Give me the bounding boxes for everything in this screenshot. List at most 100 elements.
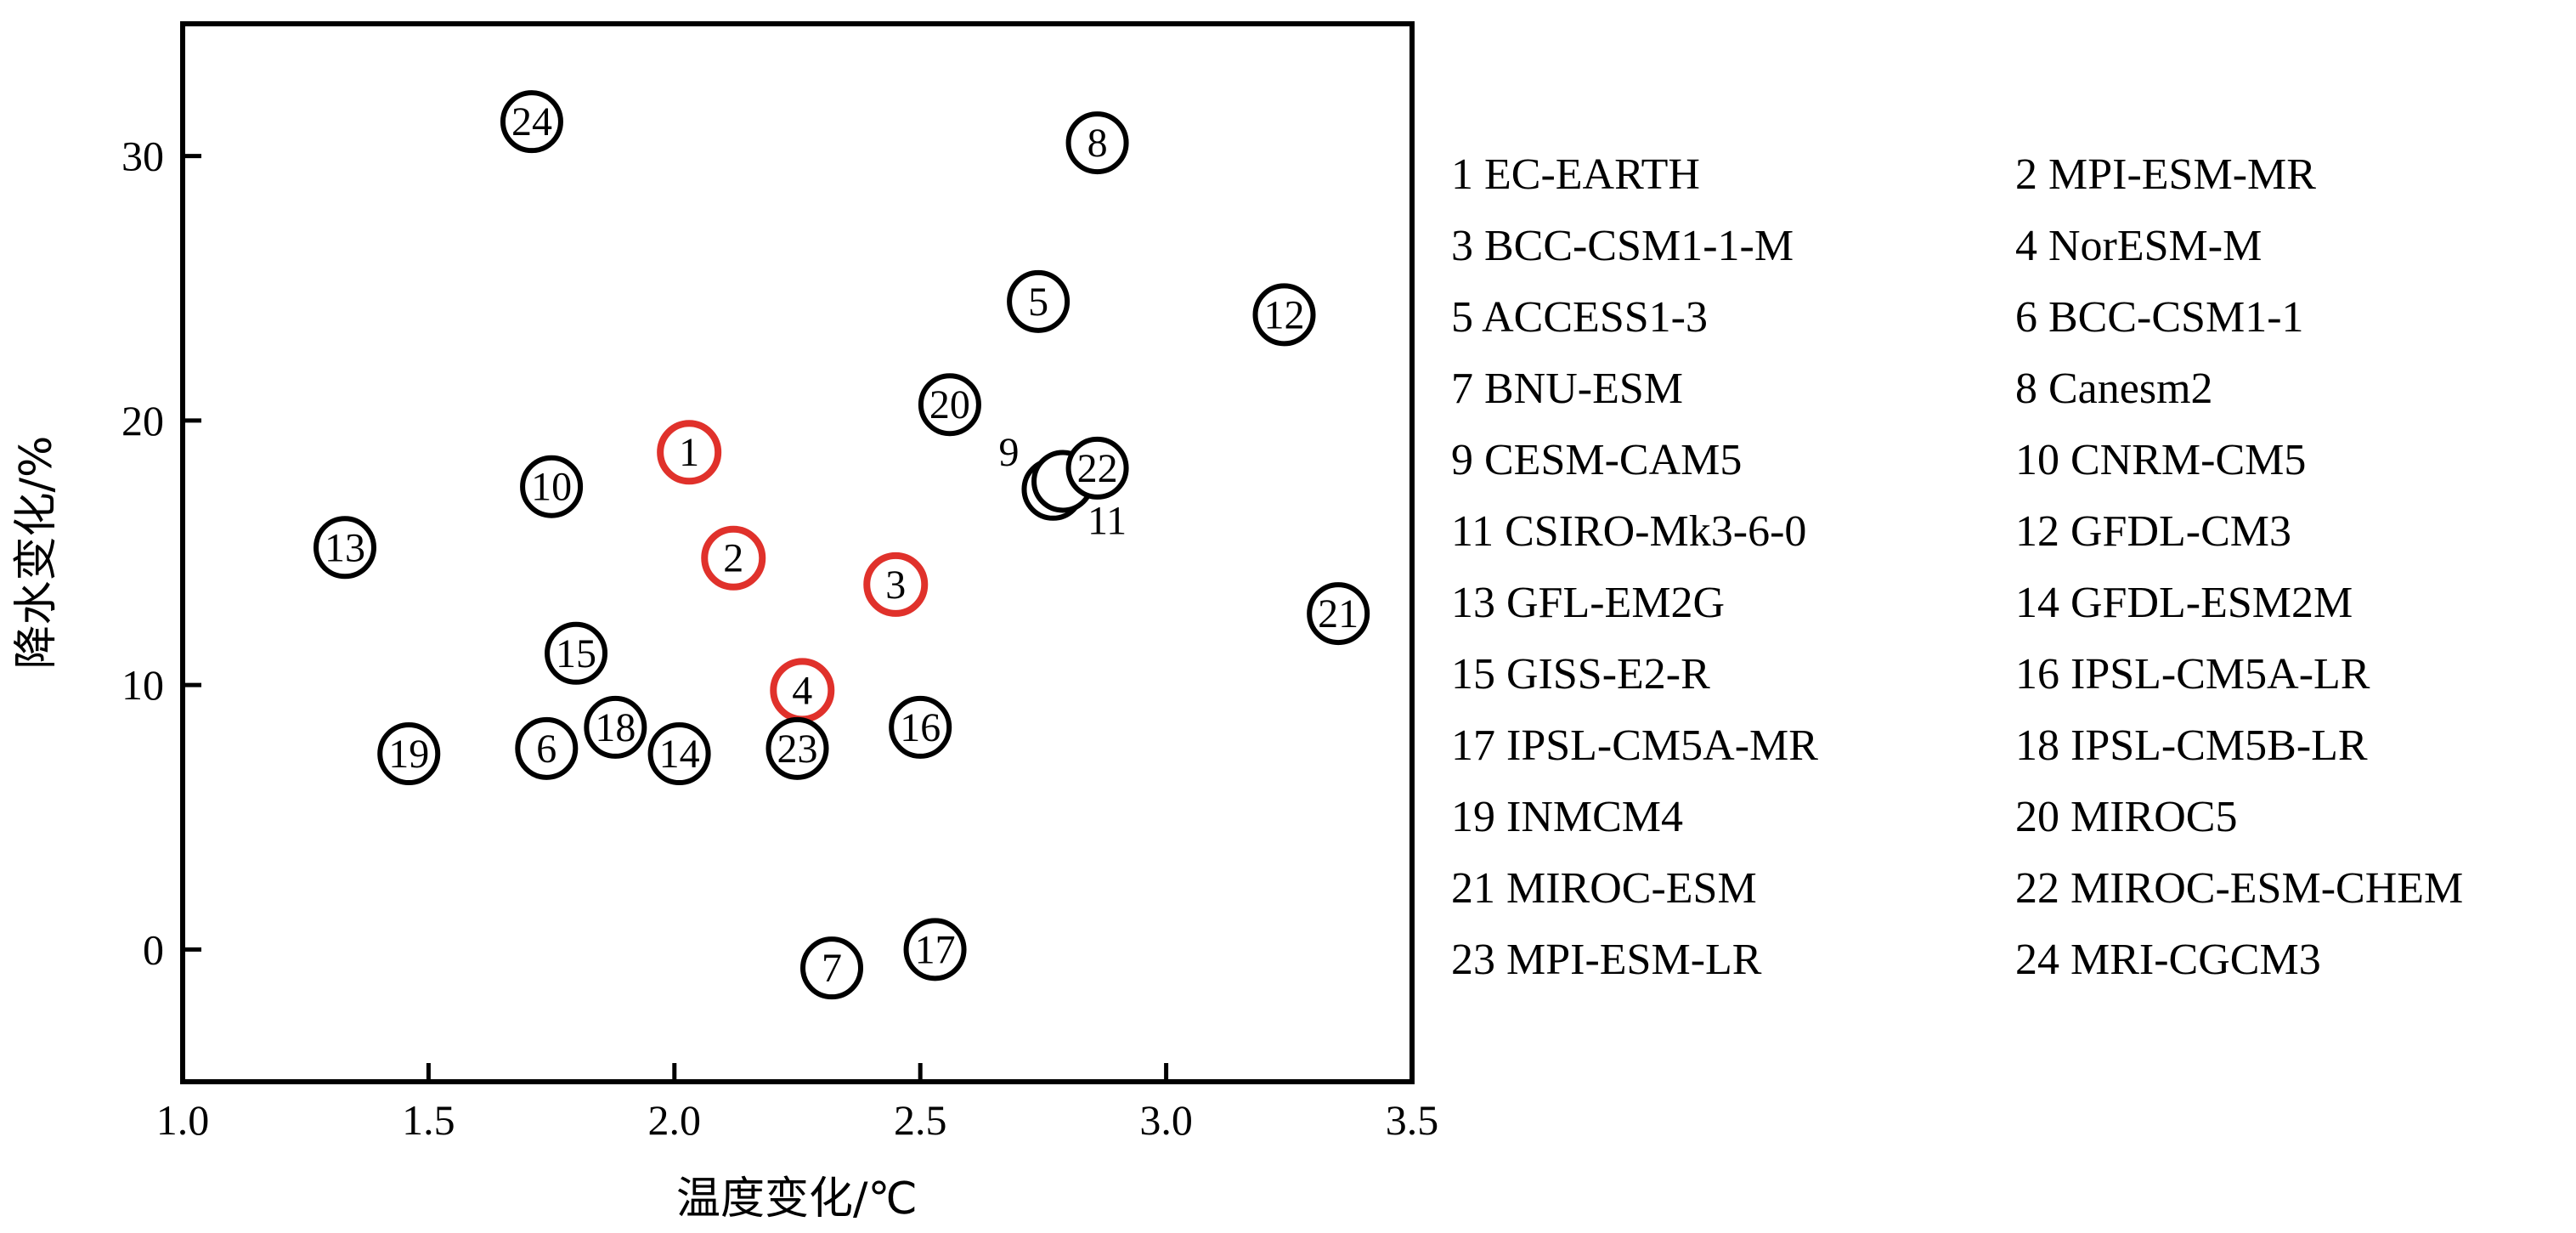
scatter-point: 22 (1065, 436, 1129, 500)
point-label: 2 (723, 536, 743, 581)
point-label: 10 (531, 465, 572, 510)
plot-frame (180, 21, 1415, 1084)
scatter-point: 6 (515, 716, 579, 780)
legend-entry: 19 INMCM4 (1451, 793, 1683, 841)
point-label: 19 (388, 732, 429, 777)
scatter-marker (1065, 436, 1129, 500)
point-label: 15 (556, 631, 596, 676)
point-label: 8 (1087, 121, 1108, 166)
scatter-marker (1007, 269, 1071, 333)
scatter-point: 14 (647, 722, 711, 786)
legend-entry: 7 BNU-ESM (1451, 365, 1683, 413)
legend-entry: 4 NorESM-M (2015, 222, 2262, 270)
legend-entry: 13 GFL-EM2G (1451, 579, 1725, 627)
x-tick-label: 2.0 (648, 1096, 702, 1144)
x-tick-label: 3.0 (1139, 1096, 1193, 1144)
point-label: 4 (792, 668, 812, 713)
legend-entry: 12 GFDL-CM3 (2015, 507, 2291, 556)
legend-entry: 2 MPI-ESM-MR (2015, 150, 2316, 199)
scatter-marker (1252, 283, 1316, 347)
scatter-point: 3 (863, 551, 929, 617)
scatter-marker (863, 551, 929, 617)
y-tick-label: 0 (143, 925, 164, 973)
scatter-marker (889, 695, 952, 759)
legend-entry: 22 MIROC-ESM-CHEM (2015, 864, 2463, 913)
legend-entry: 16 IPSL-CM5A-LR (2015, 650, 2370, 699)
point-label: 22 (1077, 446, 1118, 491)
scatter-point: 13 (314, 516, 377, 580)
scatter-point: 19 (377, 722, 441, 786)
scatter-marker (701, 525, 766, 591)
point-label: 23 (777, 727, 818, 772)
scatter-point: 15 (545, 621, 608, 685)
point-label: 13 (325, 525, 365, 570)
legend-entry: 24 MRI-CGCM3 (2015, 936, 2321, 984)
point-label: 7 (822, 946, 842, 991)
scatter-point: 17 (903, 918, 967, 981)
scatter-marker (500, 90, 563, 154)
point-label: 16 (900, 705, 941, 750)
scatter-point: 16 (889, 695, 952, 759)
legend-entry: 1 EC-EARTH (1451, 150, 1700, 199)
y-tick-label: 10 (121, 661, 164, 709)
legend-entry: 3 BCC-CSM1-1-M (1451, 222, 1794, 270)
y-tick-label: 20 (121, 397, 164, 444)
point-label: 6 (536, 727, 556, 772)
x-axis-ticks: 1.0 1.5 2.0 2.5 3.0 3.5 (156, 1063, 1439, 1144)
scatter-point: 4 (770, 658, 835, 723)
scatter-marker (657, 420, 722, 485)
scatter-marker (765, 716, 829, 780)
legend-entry: 23 MPI-ESM-LR (1451, 936, 1762, 984)
scatter-marker (545, 621, 608, 685)
x-axis-title: 温度变化/℃ (676, 1174, 918, 1225)
scatter-marker (520, 455, 584, 518)
point-label: 24 (511, 99, 552, 144)
legend-entry: 11 CSIRO-Mk3-6-0 (1451, 507, 1806, 556)
scatter-marker (584, 695, 647, 759)
scatter-point: 8 (1065, 111, 1129, 175)
legend-entry: 8 Canesm2 (2015, 365, 2213, 413)
y-axis-title: 降水变化/% (11, 436, 62, 670)
point-label: 11 (1087, 498, 1127, 543)
scatter-marker (647, 722, 711, 786)
legend-entry: 9 CESM-CAM5 (1451, 436, 1742, 484)
point-label: 14 (659, 732, 700, 777)
scatter-point: 2 (701, 525, 766, 591)
point-label: 3 (885, 563, 906, 608)
legend-entry: 10 CNRM-CM5 (2015, 436, 2306, 484)
legend: 1 EC-EARTH 2 MPI-ESM-MR 3 BCC-CSM1-1-M 4 No… (1451, 150, 2463, 984)
point-label: 9 (998, 430, 1019, 475)
scatter-point: 5 (1007, 269, 1071, 333)
scatter-marker (903, 918, 967, 981)
scatter-marker (800, 936, 864, 1000)
point-label: 18 (595, 705, 636, 750)
legend-entry: 14 GFDL-ESM2M (2015, 579, 2353, 627)
scatter-point: 21 (1307, 582, 1370, 646)
legend-entry: 6 BCC-CSM1-1 (2015, 293, 2304, 342)
point-label: 20 (929, 382, 970, 427)
point-label: 1 (679, 430, 699, 475)
scatter-point: 1 (657, 420, 722, 485)
legend-entry: 21 MIROC-ESM (1451, 864, 1757, 913)
scatter-marker (1065, 111, 1129, 175)
x-tick-label: 3.5 (1386, 1096, 1439, 1144)
scatter-point: 20 (918, 373, 981, 437)
scatter-marker (1307, 582, 1370, 646)
legend-entry: 5 ACCESS1-3 (1451, 293, 1708, 342)
y-axis-ticks: 0 10 20 30 (121, 133, 201, 973)
point-label: 17 (915, 927, 956, 972)
point-label: 21 (1318, 591, 1359, 636)
scatter-point: 18 (584, 695, 647, 759)
point-label: 5 (1028, 280, 1048, 325)
scatter-marker (377, 722, 441, 786)
x-tick-label: 2.5 (894, 1096, 947, 1144)
y-tick-label: 30 (121, 133, 164, 180)
scatter-point: 7 (800, 936, 864, 1000)
scatter-marker (314, 516, 377, 580)
legend-entry: 18 IPSL-CM5B-LR (2015, 721, 2368, 770)
legend-entry: 15 GISS-E2-R (1451, 650, 1710, 699)
scatter-point: 24 (500, 90, 563, 154)
scatter-point: 12 (1252, 283, 1316, 347)
